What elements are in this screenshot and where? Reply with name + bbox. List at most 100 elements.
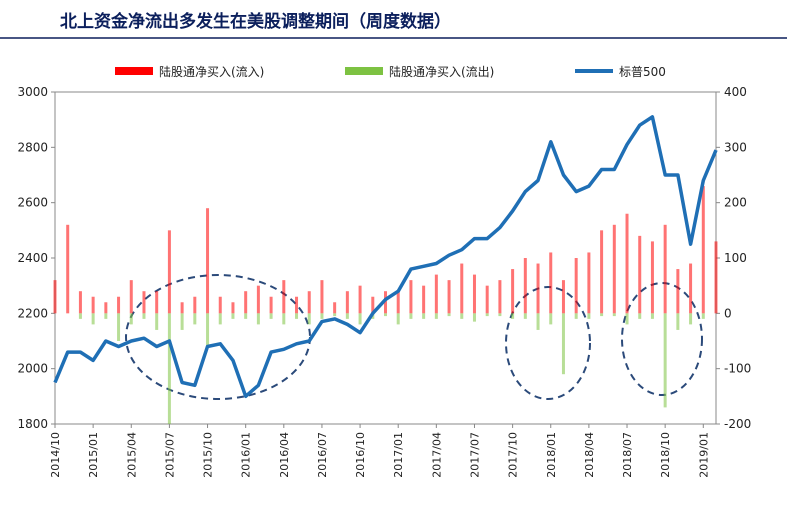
bar [218, 296, 222, 314]
legend-label: 标普500 [619, 65, 666, 79]
y-tick-label: 2000 [17, 362, 48, 376]
bar [307, 313, 311, 325]
bar [78, 291, 82, 314]
bar [155, 291, 159, 314]
x-tick-label: 2019/01 [697, 432, 710, 478]
bar [244, 313, 248, 319]
bar [625, 313, 629, 325]
bar [104, 302, 108, 314]
bar [689, 263, 693, 314]
bar [333, 313, 337, 317]
bar [663, 224, 667, 314]
bar [206, 208, 210, 314]
bar [600, 313, 604, 317]
x-tick-label: 2016/04 [278, 432, 291, 478]
y2-tick-label: 100 [724, 251, 747, 265]
bar [485, 285, 489, 314]
bar [663, 313, 667, 408]
bar [358, 313, 362, 325]
bar [193, 296, 197, 314]
x-tick-label: 2018/10 [659, 432, 672, 478]
bar [523, 258, 527, 314]
x-tick-label: 2017/07 [468, 432, 481, 478]
plot-frame [54, 91, 717, 425]
bar [523, 313, 527, 319]
y-tick-label: 2400 [17, 251, 48, 265]
bar [561, 280, 565, 314]
bar [536, 263, 540, 314]
bar [701, 186, 705, 314]
x-tick-label: 2017/01 [392, 432, 405, 478]
bar [231, 313, 235, 319]
bar [689, 313, 693, 325]
y2-tick-label: 400 [724, 85, 747, 99]
bar [396, 291, 400, 314]
bar [472, 274, 476, 314]
x-tick-label: 2015/10 [202, 432, 215, 478]
bar [167, 230, 171, 314]
bar [409, 280, 413, 314]
bar [231, 302, 235, 314]
bar [320, 313, 324, 319]
x-tick-label: 2018/07 [621, 432, 634, 478]
bar [333, 302, 337, 314]
bar [600, 230, 604, 314]
bar [358, 285, 362, 314]
bar [142, 291, 146, 314]
y2-tick-label: 200 [724, 196, 747, 210]
legend-label: 陆股通净买入(流入) [159, 64, 264, 79]
bar [638, 313, 642, 319]
bar [536, 313, 540, 330]
bar [638, 235, 642, 314]
bar [345, 313, 349, 319]
x-tick-label: 2018/04 [583, 432, 596, 478]
bar [320, 280, 324, 314]
bar [447, 313, 451, 317]
bar [91, 296, 95, 314]
y2-tick-label: -100 [724, 362, 751, 376]
bar [472, 313, 476, 322]
bar [498, 280, 502, 314]
bar [345, 291, 349, 314]
y-tick-label: 2200 [17, 306, 48, 320]
x-tick-label: 2016/01 [240, 432, 253, 478]
bar [180, 313, 184, 330]
bar [307, 291, 311, 314]
bar [650, 313, 654, 319]
bar [295, 296, 299, 314]
x-tick-label: 2016/07 [316, 432, 329, 478]
bar [676, 269, 680, 314]
bar [574, 313, 578, 319]
bar [561, 313, 565, 375]
x-tick-label: 2018/01 [545, 432, 558, 478]
bar [244, 291, 248, 314]
legend-swatch [115, 67, 153, 75]
bar [155, 313, 159, 330]
bar [66, 224, 70, 314]
bar [167, 313, 171, 424]
bar [117, 296, 121, 314]
x-tick-label: 2015/01 [87, 432, 100, 478]
y-tick-label: 3000 [17, 85, 48, 99]
line [53, 115, 718, 399]
bar [295, 313, 299, 319]
bar [256, 313, 260, 325]
bar [91, 313, 95, 325]
bar [511, 269, 515, 314]
bar [612, 224, 616, 314]
bar [676, 313, 680, 330]
y-tick-label: 2800 [17, 140, 48, 154]
bar [714, 241, 718, 314]
x-tick-label: 2015/04 [125, 432, 138, 478]
bar [422, 285, 426, 314]
bar [409, 313, 413, 319]
bar [117, 313, 121, 341]
bar [549, 252, 553, 314]
x-tick-label: 2017/04 [430, 432, 443, 478]
x-tick-label: 2016/10 [354, 432, 367, 478]
highlight-ellipse [621, 282, 703, 396]
bar [282, 280, 286, 314]
bar [384, 291, 387, 314]
bar [434, 274, 438, 314]
bar [485, 313, 489, 317]
